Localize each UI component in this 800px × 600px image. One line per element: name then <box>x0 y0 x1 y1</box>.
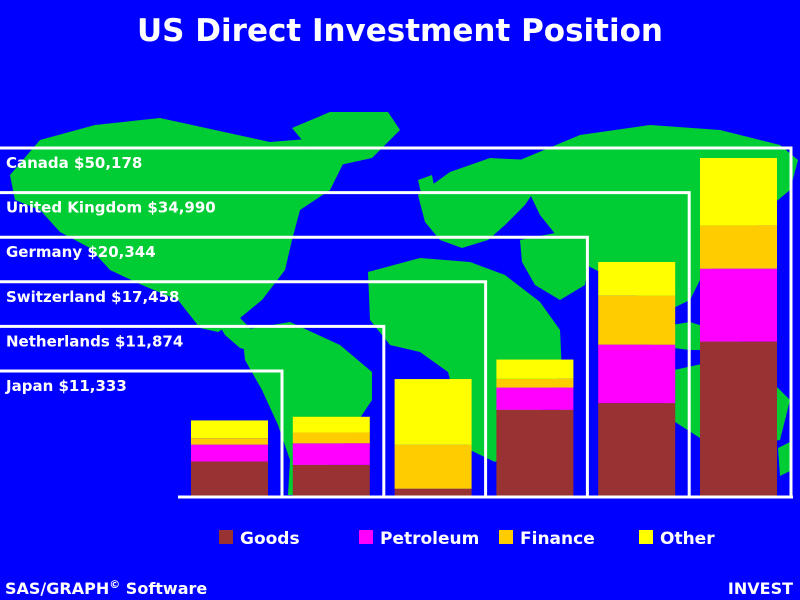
category-frame-switzerland <box>0 280 488 497</box>
footer-credit: SAS/GRAPH© Software <box>5 578 207 598</box>
legend-swatch-goods <box>219 530 233 544</box>
footer-credit-mark: © <box>109 578 120 591</box>
category-labels: Japan $11,333 Netherlands $11,874 Switzerl… <box>5 154 216 395</box>
bar-segment-finance-netherlands <box>292 432 370 444</box>
category-frame-germany <box>0 235 589 497</box>
legend-swatch-finance <box>499 530 513 544</box>
land-greenland <box>292 112 400 165</box>
bar-segment-finance-japan <box>191 438 268 445</box>
bar-segment-other-canada <box>700 158 777 226</box>
legend-label-petroleum: Petroleum <box>380 529 479 549</box>
legend-swatch-petroleum <box>359 530 373 544</box>
category-frames <box>0 146 793 497</box>
category-label: Netherlands $11,874 <box>6 332 183 350</box>
footer-credit-suffix: Software <box>120 579 207 598</box>
footer-name: INVEST <box>728 579 793 598</box>
chart-title: US Direct Investment Position <box>137 13 663 49</box>
bar-segment-petroleum-germany <box>496 387 574 410</box>
bar-segment-finance-germany <box>496 378 574 388</box>
bar-segment-petroleum-netherlands <box>292 443 370 465</box>
category-frame-japan <box>0 369 284 497</box>
bar-segment-goods-canada <box>700 341 777 497</box>
bar-segment-other-netherlands <box>292 416 370 433</box>
bar-segment-goods-united-kingdom <box>598 403 676 497</box>
bar-segment-petroleum-japan <box>191 444 268 462</box>
legend-label-other: Other <box>660 529 715 549</box>
land-new-zealand <box>778 442 792 476</box>
bar-segment-other-switzerland <box>394 379 472 445</box>
category-frame-united-kingdom <box>0 191 691 497</box>
bar-segment-other-japan <box>191 420 268 439</box>
land-north-america <box>10 118 345 332</box>
bar-segment-other-united-kingdom <box>598 261 676 296</box>
category-label: United Kingdom $34,990 <box>6 199 216 217</box>
legend-swatch-other <box>639 530 653 544</box>
bar-segment-goods-germany <box>496 409 574 497</box>
footer-credit-name: SAS/GRAPH <box>5 579 109 598</box>
bar-segment-goods-switzerland <box>394 488 472 497</box>
legend: Goods Petroleum Finance Other <box>219 529 715 549</box>
bar-segment-goods-netherlands <box>292 464 370 497</box>
bar-segment-finance-united-kingdom <box>598 295 676 345</box>
category-frame-netherlands <box>0 324 386 497</box>
land-europe <box>418 158 540 248</box>
bar-segment-finance-canada <box>700 225 777 269</box>
land-south-america <box>242 322 372 495</box>
category-label: Japan $11,333 <box>5 377 127 395</box>
category-label: Germany $20,344 <box>6 243 156 261</box>
legend-label-finance: Finance <box>520 529 595 549</box>
bar-segment-petroleum-canada <box>700 268 777 342</box>
legend-label-goods: Goods <box>240 529 300 549</box>
bar-segment-petroleum-united-kingdom <box>598 344 676 404</box>
land-uk <box>418 175 436 206</box>
bar-segment-finance-switzerland <box>394 444 472 489</box>
category-frame-canada <box>0 146 793 497</box>
category-label: Canada $50,178 <box>6 154 142 172</box>
bar-segment-goods-japan <box>191 461 268 497</box>
category-label: Switzerland $17,458 <box>6 288 180 306</box>
bar-segment-other-germany <box>496 359 574 379</box>
stacked-bars <box>191 158 777 497</box>
